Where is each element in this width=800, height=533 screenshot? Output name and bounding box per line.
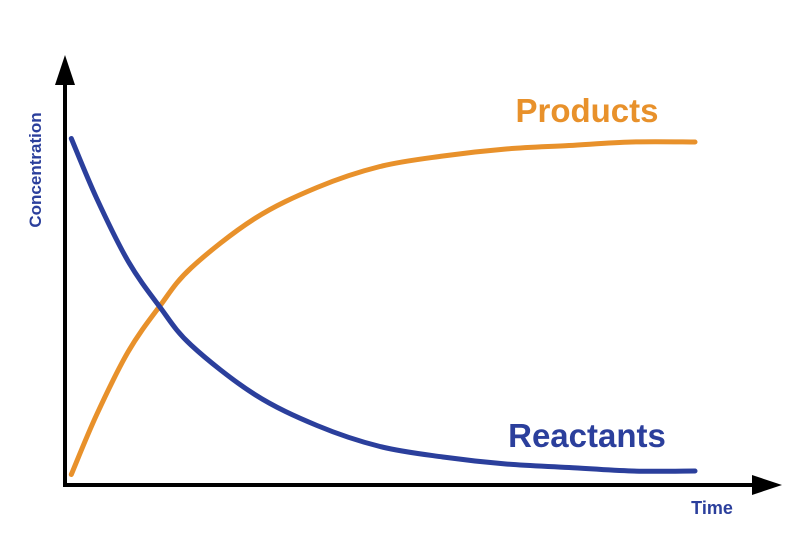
series-line: [68, 136, 698, 474]
y-axis-label: Concentration: [26, 112, 45, 227]
y-axis-arrow: [55, 55, 75, 85]
x-axis-arrow: [752, 475, 782, 495]
x-axis-label: Time: [691, 498, 733, 518]
series-label: Reactants: [508, 417, 666, 454]
series-line: [68, 139, 698, 477]
series-label: Products: [515, 92, 658, 129]
